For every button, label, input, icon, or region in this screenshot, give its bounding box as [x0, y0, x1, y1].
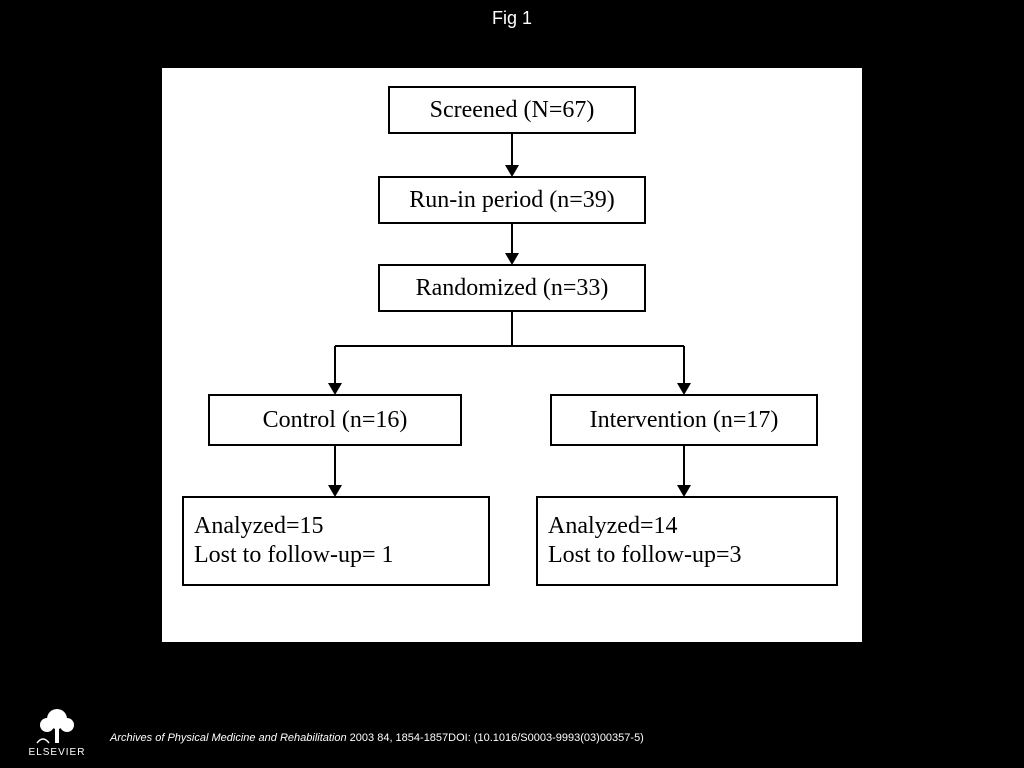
flowchart-panel: Screened (N=67) Run-in period (n=39) Rando…	[162, 68, 862, 642]
flowchart-arrowhead	[677, 485, 691, 497]
citation-journal: Archives of Physical Medicine and Rehabi…	[110, 732, 347, 744]
citation-details: 2003 84, 1854-1857DOI: (10.1016/S0003-99…	[347, 732, 644, 744]
flowchart-arrowhead	[328, 383, 342, 395]
flowchart-arrowhead	[328, 485, 342, 497]
figure-title: Fig 1	[0, 8, 1024, 29]
flowchart-edge-segment	[334, 446, 336, 486]
publisher-name: ELSEVIER	[22, 747, 92, 758]
flowchart-arrowhead	[505, 165, 519, 177]
flowchart-edge-segment	[335, 345, 684, 347]
flowchart-edge-segment	[683, 446, 685, 486]
flowchart-node-randomized: Randomized (n=33)	[378, 264, 646, 312]
flowchart-node-screened: Screened (N=67)	[388, 86, 636, 134]
flowchart-edge-segment	[511, 312, 513, 346]
flowchart-node-intv_out: Analyzed=14Lost to follow-up=3	[536, 496, 838, 586]
flowchart-node-intervention: Intervention (n=17)	[550, 394, 818, 446]
flowchart-node-ctrl_out: Analyzed=15Lost to follow-up= 1	[182, 496, 490, 586]
flowchart-arrowhead	[505, 253, 519, 265]
flowchart-edge-segment	[334, 346, 336, 384]
publisher-logo: ELSEVIER	[22, 705, 92, 758]
flowchart-node-control: Control (n=16)	[208, 394, 462, 446]
flowchart-edge-segment	[683, 346, 685, 384]
flowchart-edge-segment	[511, 134, 513, 166]
elsevier-tree-icon	[29, 705, 85, 745]
flowchart-arrowhead	[677, 383, 691, 395]
flowchart-node-runin: Run-in period (n=39)	[378, 176, 646, 224]
flowchart-edge-segment	[511, 224, 513, 254]
citation-line: Archives of Physical Medicine and Rehabi…	[110, 732, 644, 744]
